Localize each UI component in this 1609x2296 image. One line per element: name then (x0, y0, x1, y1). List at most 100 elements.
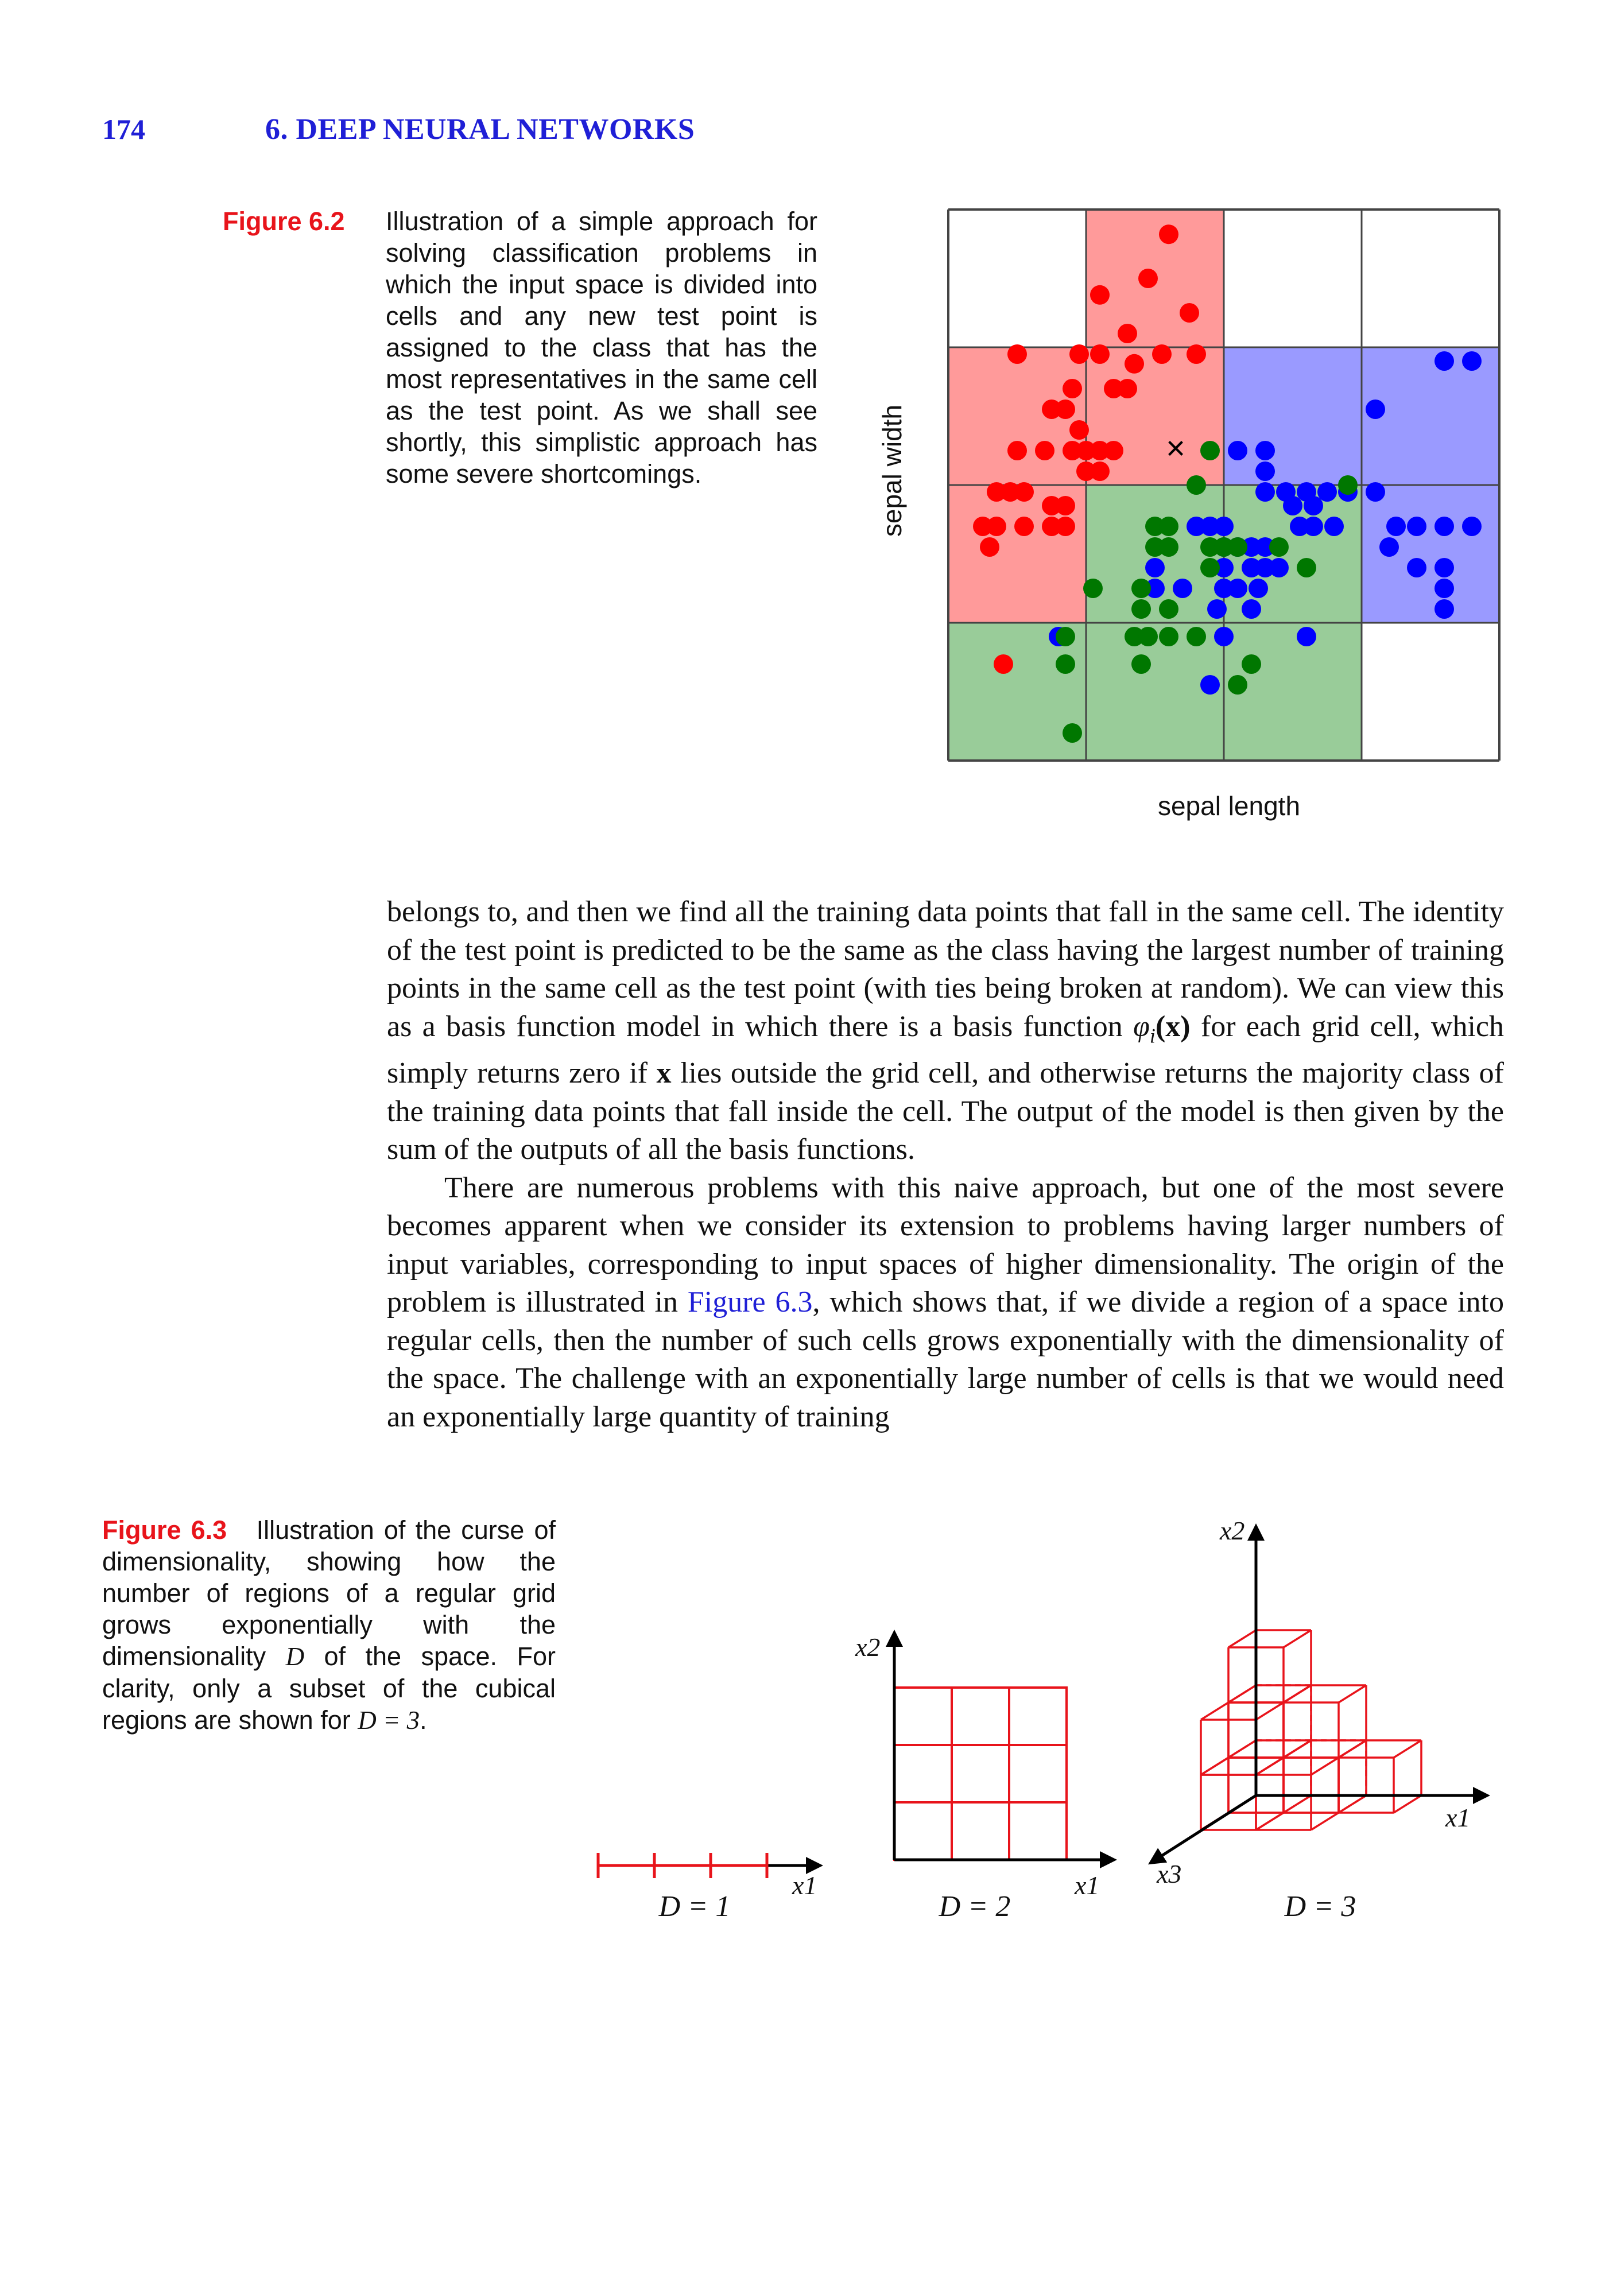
data-point-class-2 (1407, 517, 1426, 536)
data-point-class-3 (1242, 654, 1261, 674)
data-point-class-1 (1007, 344, 1027, 364)
data-point-class-1 (1090, 461, 1110, 481)
data-point-class-2 (1462, 517, 1482, 536)
data-point-class-2 (1145, 558, 1165, 577)
data-point-class-2 (1249, 579, 1268, 598)
cube-edge (1338, 1684, 1367, 1704)
data-point-class-1 (1056, 400, 1075, 419)
data-point-class-2 (1255, 482, 1275, 502)
figure-6-3-caption: Figure 6.3 Illustration of the curse of … (102, 1514, 556, 1736)
d1-label: D = 1 (658, 1890, 731, 1923)
data-point-class-2 (1434, 579, 1454, 598)
data-point-class-1 (973, 517, 992, 536)
data-point-class-1 (1090, 344, 1110, 364)
data-point-class-2 (1366, 400, 1385, 419)
data-point-class-2 (1407, 558, 1426, 577)
data-point-class-3 (1083, 579, 1103, 598)
data-point-class-2 (1317, 482, 1337, 502)
cube-edge (1338, 1794, 1367, 1814)
data-point-class-2 (1242, 537, 1261, 557)
figure-6-3-caption-text-a: Illustration of the curse of dimensional… (102, 1515, 556, 1671)
data-point-class-2 (1297, 627, 1316, 646)
paragraph-1-text-a: belongs to, and then we find all the tra… (387, 895, 1504, 1043)
figure-6-3-dimensionality-diagram: x1 D = 1 x2 x1 D = 2 x2 x1 x3 D = 3 (596, 1516, 1490, 1923)
data-point-class-3 (1159, 537, 1178, 557)
d3-panel: x2 x1 x3 D = 3 (1147, 1516, 1490, 1923)
data-point-class-1 (1069, 344, 1089, 364)
figure-6-2-scatter-chart: × sepal length sepal width (877, 208, 1501, 821)
data-point-class-2 (1269, 558, 1289, 577)
data-point-class-2 (1434, 558, 1454, 577)
cube-edge (1283, 1739, 1312, 1759)
data-point-class-1 (1014, 482, 1034, 502)
d1-x1-label: x1 (792, 1871, 817, 1900)
page-number: 174 (102, 113, 145, 145)
cube-edge (1255, 1701, 1284, 1721)
data-point-class-1 (1063, 441, 1082, 460)
data-point-class-3 (1200, 441, 1220, 460)
data-point-class-3 (1145, 537, 1165, 557)
data-point-class-2 (1434, 517, 1454, 536)
data-point-class-1 (1056, 517, 1075, 536)
paragraph-2-text-b: , which shows that, if we divide a regio… (387, 1286, 1505, 1433)
d2-panel: x2 x1 D = 2 (855, 1630, 1117, 1923)
figure-6-3-caption-eq: D = 3 (358, 1706, 420, 1735)
data-point-class-2 (1214, 558, 1234, 577)
data-point-class-2 (1242, 599, 1261, 619)
data-point-class-1 (1118, 324, 1137, 343)
data-point-class-3 (1159, 517, 1178, 536)
data-point-class-1 (1090, 285, 1110, 305)
data-point-class-2 (1173, 579, 1192, 598)
figure-6-3-caption-end: . (420, 1705, 427, 1735)
chart-ylabel: sepal width (877, 405, 907, 537)
data-point-class-1 (1138, 269, 1158, 288)
grid-cell-blue (1362, 347, 1499, 485)
d1-panel: x1 D = 1 (596, 1853, 823, 1923)
data-point-class-1 (1069, 420, 1089, 440)
math-phi: φ (1133, 1010, 1150, 1043)
figure-6-3-link[interactable]: Figure 6.3 (687, 1286, 813, 1319)
data-point-class-2 (1255, 461, 1275, 481)
grid-cell-white (1362, 210, 1499, 347)
grid-cell-green (1224, 623, 1362, 761)
data-point-class-3 (1159, 599, 1178, 619)
data-point-class-3 (1200, 558, 1220, 577)
data-point-class-2 (1200, 675, 1220, 695)
data-point-class-2 (1255, 441, 1275, 460)
data-point-class-1 (1056, 496, 1075, 515)
cube-edge (1338, 1739, 1367, 1759)
data-point-class-3 (1056, 627, 1075, 646)
data-point-class-3 (1187, 475, 1206, 495)
data-point-class-3 (1338, 475, 1358, 495)
data-point-class-1 (1042, 517, 1061, 536)
grid-cell-blue (1224, 347, 1362, 485)
data-point-class-3 (1138, 627, 1158, 646)
data-point-class-1 (1118, 379, 1137, 398)
figure-6-3-caption-text-b: of the space. For clarity, only a subset… (102, 1642, 556, 1735)
data-point-class-1 (1014, 517, 1034, 536)
data-point-class-2 (1145, 579, 1165, 598)
data-point-class-2 (1242, 558, 1261, 577)
test-point-marker: × (1166, 429, 1185, 467)
data-point-class-3 (1145, 517, 1165, 536)
data-point-class-1 (987, 482, 1006, 502)
cube-edge (1311, 1756, 1339, 1776)
paragraph-1-text-b: for each grid cell, which simply returns… (387, 1010, 1504, 1090)
d3-x2-label: x2 (1219, 1516, 1244, 1545)
d3-label: D = 3 (1284, 1890, 1356, 1923)
data-point-class-2 (1366, 482, 1385, 502)
math-phi-subscript: i (1149, 1023, 1156, 1047)
data-point-class-1 (1035, 441, 1054, 460)
data-point-class-2 (1434, 351, 1454, 371)
paragraph-2: There are numerous problems with this na… (387, 1169, 1504, 1437)
math-x: x (656, 1057, 672, 1090)
data-point-class-2 (1462, 351, 1482, 371)
data-point-class-3 (1063, 723, 1082, 743)
data-point-class-1 (1076, 441, 1096, 460)
data-point-class-2 (1324, 517, 1344, 536)
cube-edge (1200, 1756, 1229, 1776)
data-point-class-1 (1104, 441, 1123, 460)
grid-cell-white (1224, 210, 1362, 347)
cube-edge (1393, 1794, 1422, 1814)
data-point-class-2 (1304, 517, 1323, 536)
